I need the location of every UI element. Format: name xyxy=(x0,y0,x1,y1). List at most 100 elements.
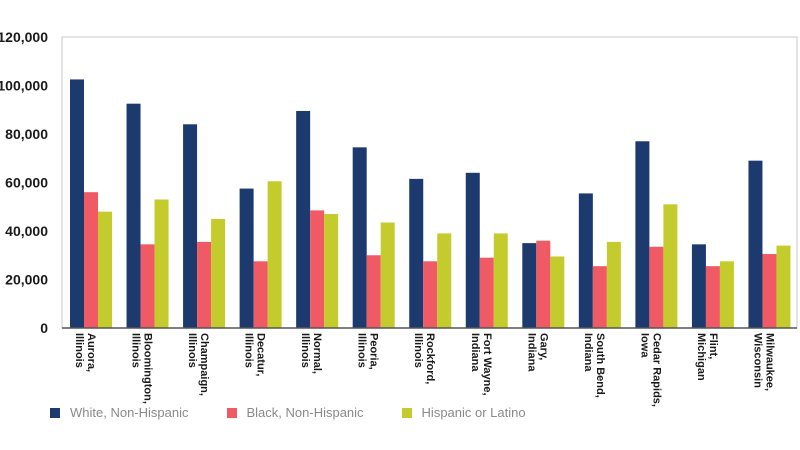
bar-2-2 xyxy=(211,218,226,328)
bar-0-10 xyxy=(635,141,650,328)
y-tick-label: 100,000 xyxy=(0,78,48,94)
bar-0-6 xyxy=(409,178,424,328)
bar-0-3 xyxy=(239,188,254,328)
x-tick-line: Illinois xyxy=(356,333,368,368)
x-tick-line: Illinois xyxy=(130,333,142,368)
bar-2-12 xyxy=(776,245,791,328)
x-tick-line: Illinois xyxy=(243,333,255,368)
x-tick-line: Illinois xyxy=(73,333,85,368)
bar-1-9 xyxy=(592,266,607,328)
legend-item-white: White, Non-Hispanic xyxy=(50,405,189,420)
y-axis-ticks: 0 20,000 40,000 60,000 80,000 100,000 120,000 xyxy=(0,29,48,336)
x-tick-line: Indiana xyxy=(582,333,594,372)
x-tick-label: Rockford,Illinois xyxy=(412,333,436,384)
bar-0-0 xyxy=(70,79,84,328)
bar-1-4 xyxy=(310,210,325,328)
axes xyxy=(61,36,798,329)
bar-1-5 xyxy=(366,255,381,328)
x-tick-label: Milwaukee,Wisconsin xyxy=(751,333,775,391)
x-tick-line: Champaign, xyxy=(198,333,210,396)
legend-item-black: Black, Non-Hispanic xyxy=(226,405,364,420)
bar-2-8 xyxy=(550,256,565,328)
bar-2-1 xyxy=(154,199,169,328)
x-tick-line: Aurora, xyxy=(85,333,97,372)
y-tick-label: 40,000 xyxy=(5,223,48,239)
x-tick-label: Decatur,Illinois xyxy=(243,333,267,376)
legend-label-black: Black, Non-Hispanic xyxy=(246,405,364,420)
bar-2-10 xyxy=(663,204,678,328)
bar-0-1 xyxy=(126,103,141,328)
x-tick-line: Rockford, xyxy=(424,333,436,384)
bar-1-8 xyxy=(536,240,551,328)
x-tick-label: Peoria,Illinois xyxy=(356,333,380,370)
x-tick-label: Normal,Illinois xyxy=(299,333,323,374)
y-tick-label: 80,000 xyxy=(5,126,48,142)
bar-1-3 xyxy=(253,261,268,328)
x-tick-line: Fort Wayne, xyxy=(481,333,493,396)
bars-layer xyxy=(70,79,791,329)
x-tick-line: Indiana xyxy=(525,333,537,372)
x-tick-line: Normal, xyxy=(311,333,323,374)
x-tick-line: Flint, xyxy=(707,333,719,359)
bar-0-5 xyxy=(352,147,367,328)
bar-1-11 xyxy=(705,266,720,328)
x-tick-line: Illinois xyxy=(186,333,198,368)
bar-2-6 xyxy=(437,233,452,328)
x-tick-line: Michigan xyxy=(695,333,707,381)
bar-2-11 xyxy=(719,261,734,328)
x-tick-line: Wisconsin xyxy=(751,333,763,388)
bar-2-9 xyxy=(606,241,621,328)
x-tick-label: South Bend,Indiana xyxy=(582,333,606,398)
x-tick-line: Illinois xyxy=(299,333,311,368)
x-tick-line: Bloomington, xyxy=(142,333,154,404)
y-tick-label: 0 xyxy=(40,320,48,336)
legend-swatch-hispanic xyxy=(401,407,412,418)
x-tick-label: Bloomington,Illinois xyxy=(130,333,154,404)
x-tick-label: Flint,Michigan xyxy=(695,333,719,381)
x-tick-line: Milwaukee, xyxy=(763,333,775,391)
y-tick-label: 20,000 xyxy=(5,272,48,288)
bar-0-11 xyxy=(691,244,706,328)
bar-1-2 xyxy=(197,241,212,328)
x-tick-line: Iowa xyxy=(638,333,650,358)
bar-1-6 xyxy=(423,261,438,328)
bar-1-10 xyxy=(649,246,664,328)
bar-2-5 xyxy=(380,222,395,328)
legend-label-white: White, Non-Hispanic xyxy=(70,405,189,420)
bar-0-12 xyxy=(748,160,763,328)
bar-2-0 xyxy=(98,211,112,328)
x-axis-ticks: Aurora,Illinois Bloomington,Illinois Champ… xyxy=(73,333,775,407)
bar-0-8 xyxy=(522,243,537,328)
x-tick-line: Decatur, xyxy=(255,333,267,376)
bar-0-9 xyxy=(578,193,593,328)
bar-2-3 xyxy=(267,181,282,328)
x-tick-line: South Bend, xyxy=(594,333,606,398)
legend: White, Non-Hispanic Black, Non-Hispanic … xyxy=(50,405,564,420)
bar-1-0 xyxy=(84,192,98,328)
x-tick-label: Gary,Indiana xyxy=(525,333,549,372)
x-tick-label: Cedar Rapids,Iowa xyxy=(638,333,662,407)
bar-0-4 xyxy=(296,110,311,329)
y-tick-label: 60,000 xyxy=(5,175,48,191)
x-tick-line: Indiana xyxy=(469,333,481,372)
legend-label-hispanic: Hispanic or Latino xyxy=(421,405,526,420)
bar-1-12 xyxy=(762,254,777,328)
bar-2-4 xyxy=(324,214,339,328)
x-tick-line: Peoria, xyxy=(368,333,380,370)
x-tick-label: Fort Wayne,Indiana xyxy=(469,333,493,396)
y-tick-label: 120,000 xyxy=(0,29,48,45)
x-tick-label: Aurora,Illinois xyxy=(73,333,97,372)
legend-item-hispanic: Hispanic or Latino xyxy=(401,405,526,420)
bar-1-7 xyxy=(479,257,494,328)
legend-swatch-black xyxy=(226,407,237,418)
bar-0-7 xyxy=(465,172,480,328)
x-tick-line: Cedar Rapids, xyxy=(650,333,662,407)
x-tick-line: Illinois xyxy=(412,333,424,368)
bar-0-2 xyxy=(183,124,198,328)
legend-swatch-white xyxy=(50,407,60,418)
x-tick-label: Champaign,Illinois xyxy=(186,333,210,396)
x-tick-line: Gary, xyxy=(537,333,549,360)
bar-2-7 xyxy=(493,233,508,328)
bar-1-1 xyxy=(140,244,155,328)
